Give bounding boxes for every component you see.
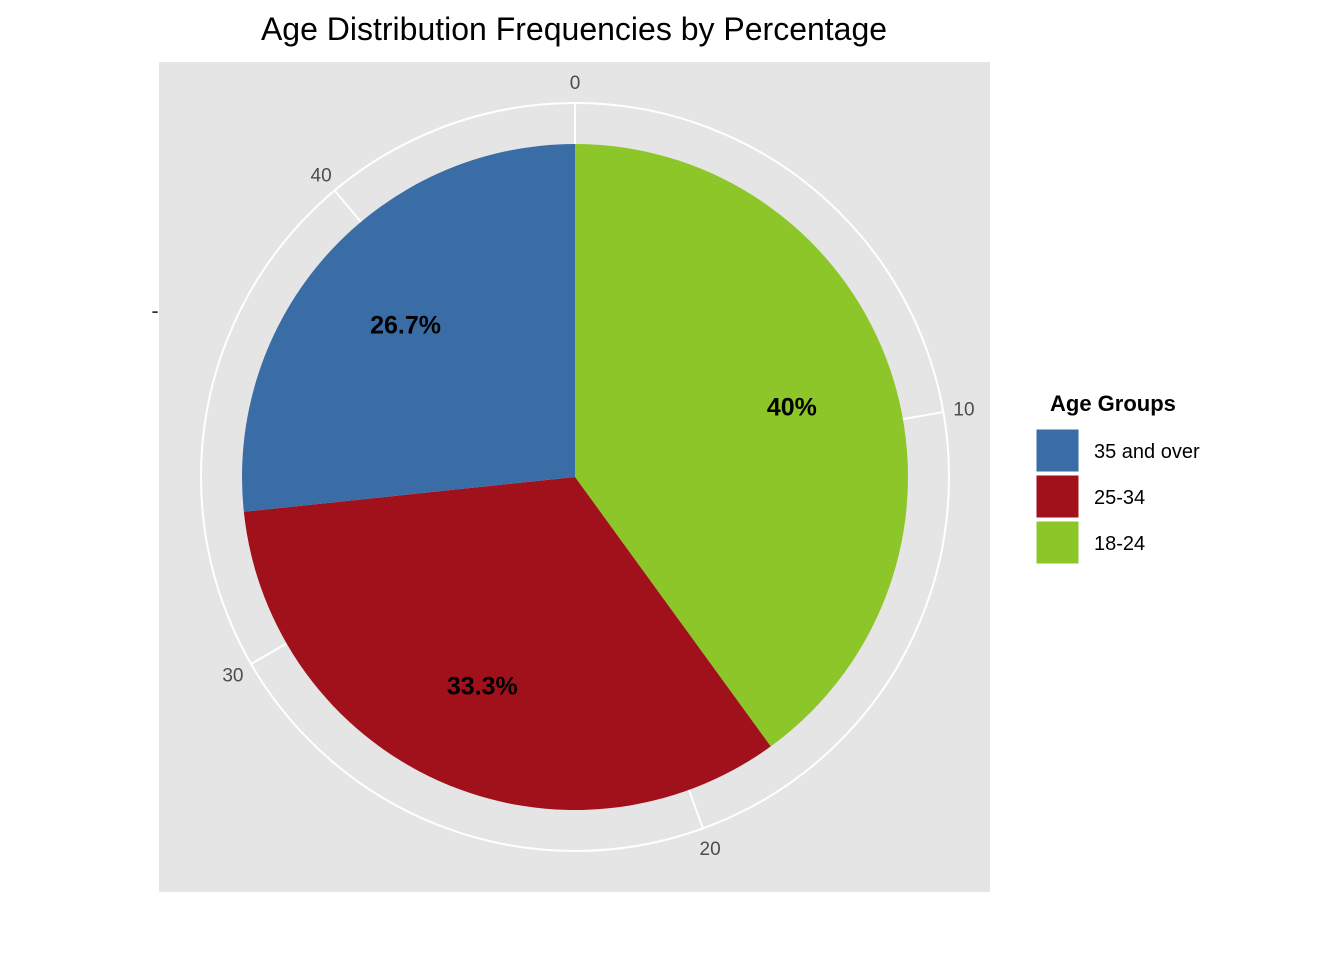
angular-tick-label-40: 40 xyxy=(311,165,332,186)
chart-title: Age Distribution Frequencies by Percenta… xyxy=(261,11,887,47)
angular-grid-spoke-40 xyxy=(333,189,365,227)
angular-grid-spoke-30 xyxy=(250,640,292,665)
legend-items: 35 and over 25-34 18-24 xyxy=(1035,428,1200,565)
legend-label-18-24: 18-24 xyxy=(1094,533,1145,555)
angular-tick-label-30: 30 xyxy=(222,666,243,687)
angular-tick-labels: 0 10 20 30 40 xyxy=(222,73,974,860)
legend-key-18-24 xyxy=(1035,520,1080,565)
slice-label-35-and-over: 26.7% xyxy=(370,311,441,339)
slice-label-18-24: 40% xyxy=(767,394,817,422)
legend-label-25-34: 25-34 xyxy=(1094,487,1145,509)
legend: Age Groups 35 and over 25-34 18-24 xyxy=(1035,391,1200,565)
angular-tick-label-20: 20 xyxy=(700,839,721,860)
slices-layer xyxy=(242,144,908,810)
legend-key-35-and-over xyxy=(1035,428,1080,473)
pie-slice-18-24 xyxy=(575,144,908,747)
legend-label-35-and-over: 35 and over xyxy=(1094,441,1200,463)
pie-slice-35-and-over xyxy=(242,144,575,512)
grid-layer xyxy=(200,102,950,852)
slice-labels-layer: 40% 33.3% 26.7% xyxy=(370,311,817,700)
angular-tick-label-10: 10 xyxy=(953,399,974,420)
angular-grid-spoke-10 xyxy=(897,411,944,422)
slice-label-25-34: 33.3% xyxy=(447,672,518,700)
legend-title: Age Groups xyxy=(1050,391,1176,416)
angular-tick-label-0: 0 xyxy=(570,73,581,94)
pie-slice-25-34 xyxy=(243,477,771,810)
y-axis-tick-label: - xyxy=(151,298,158,323)
legend-key-25-34 xyxy=(1035,474,1080,519)
angular-grid-spoke-20 xyxy=(686,784,704,829)
